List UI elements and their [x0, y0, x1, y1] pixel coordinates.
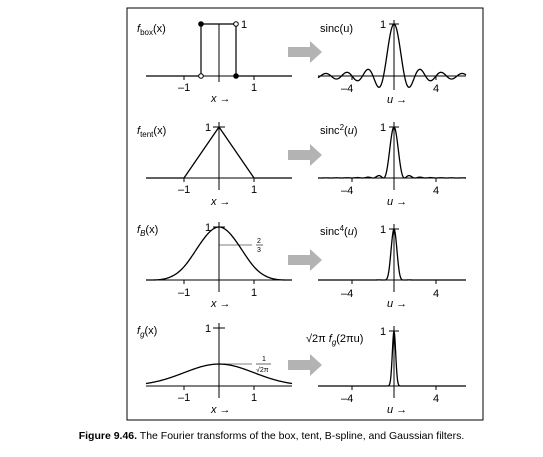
gaussian-curve — [145, 363, 293, 385]
figure-caption: Figure 9.46. The Fourier transforms of t… — [0, 430, 543, 442]
row-box: fbox(x) 1 –1 1 x → sinc(u) 1 –4 — [137, 19, 467, 106]
sinc-panel: sinc(u) 1 –4 4 u → — [317, 19, 467, 106]
tick-label-plus-4: 4 — [433, 288, 439, 300]
tick-label-plus-4: 4 — [433, 83, 439, 95]
tent-panel: ftent(x) 1 –1 1 x → — [137, 122, 292, 208]
tick-label-minus-1: –1 — [178, 287, 190, 299]
gaussian-ft-title: √2π fg(2πu) — [306, 333, 363, 347]
gaussian-panel: fg(x) 1 1 √2π –1 1 x → — [137, 323, 293, 416]
gaussian-ft-panel: √2π fg(2πu) 1 –4 4 u → — [306, 326, 466, 416]
row-bspline: fB(x) 1 2 3 –1 1 x → sinc4(u) 1 – — [137, 222, 466, 310]
tent-title: ftent(x) — [137, 125, 166, 139]
sinc2-curve — [317, 126, 467, 179]
box-panel: fbox(x) 1 –1 1 x → — [137, 19, 292, 105]
value-label-numerator: 2 — [257, 238, 261, 245]
peak-label: 1 — [205, 222, 211, 234]
axis-label: x → — [210, 298, 231, 310]
peak-label: 1 — [380, 19, 386, 31]
tick-label-minus-1: –1 — [178, 184, 190, 196]
tick-label-minus-4: –4 — [341, 288, 353, 300]
row-tent: ftent(x) 1 –1 1 x → sinc2(u) 1 –4 4 u → — [137, 122, 467, 208]
axis-label: u → — [387, 298, 407, 310]
box-curve — [146, 23, 292, 77]
row-gaussian: fg(x) 1 1 √2π –1 1 x → √2π fg(2πu) 1 — [137, 323, 466, 416]
tick-label-plus-1: 1 — [251, 82, 257, 94]
axis-label: x → — [210, 196, 231, 208]
tick-label-minus-1: –1 — [178, 392, 190, 404]
sinc-curve — [317, 23, 467, 88]
bspline-panel: fB(x) 1 2 3 –1 1 x → — [137, 222, 292, 310]
peak-label: 1 — [241, 19, 247, 31]
tick-label-plus-4: 4 — [433, 393, 439, 405]
tent-curve — [146, 125, 292, 179]
gaussian-title: fg(x) — [137, 325, 157, 339]
transform-arrow — [288, 249, 322, 271]
sinc-title: sinc(u) — [320, 23, 353, 35]
value-label-denominator: √2π — [256, 366, 269, 374]
bspline-curve — [146, 226, 292, 281]
tick-label-minus-4: –4 — [341, 393, 353, 405]
sinc4-curve — [318, 227, 466, 281]
caption-text: The Fourier transforms of the box, tent,… — [139, 430, 465, 442]
transform-arrow — [288, 354, 322, 376]
tick-label-plus-4: 4 — [433, 185, 439, 197]
axis-label: u → — [387, 94, 407, 106]
bspline-title: fB(x) — [137, 224, 158, 238]
open-dot — [233, 21, 239, 27]
figure-frame — [126, 7, 484, 421]
tick-label-plus-1: 1 — [251, 287, 257, 299]
sinc4-title: sinc4(u) — [320, 224, 357, 238]
sinc2-panel: sinc2(u) 1 –4 4 u → — [317, 122, 467, 208]
transform-arrow — [288, 41, 322, 63]
peak-label: 1 — [380, 122, 386, 134]
closed-dot — [198, 21, 204, 27]
tick-label-minus-4: –4 — [341, 83, 353, 95]
axis-label: x → — [210, 93, 231, 105]
axis-label: u → — [387, 196, 407, 208]
closed-dot — [233, 73, 239, 79]
axis-label: u → — [387, 404, 407, 416]
axis-label: x → — [210, 404, 231, 416]
tick-label-minus-4: –4 — [341, 185, 353, 197]
open-dot — [198, 73, 204, 79]
peak-label: 1 — [205, 323, 211, 335]
peak-label: 1 — [380, 326, 386, 338]
tick-label-plus-1: 1 — [251, 184, 257, 196]
sinc4-panel: sinc4(u) 1 –4 4 u → — [318, 224, 466, 310]
tick-label-minus-1: –1 — [178, 82, 190, 94]
peak-label: 1 — [205, 122, 211, 134]
sinc2-title: sinc2(u) — [320, 123, 357, 137]
box-title: fbox(x) — [137, 23, 166, 37]
gaussian-ft-curve — [318, 330, 466, 387]
caption-label: Figure 9.46. — [78, 430, 138, 442]
peak-label: 1 — [380, 224, 386, 236]
transform-arrow — [288, 144, 322, 166]
value-label-numerator: 1 — [262, 356, 266, 363]
value-label-denominator: 3 — [257, 247, 261, 254]
tick-label-plus-1: 1 — [251, 392, 257, 404]
